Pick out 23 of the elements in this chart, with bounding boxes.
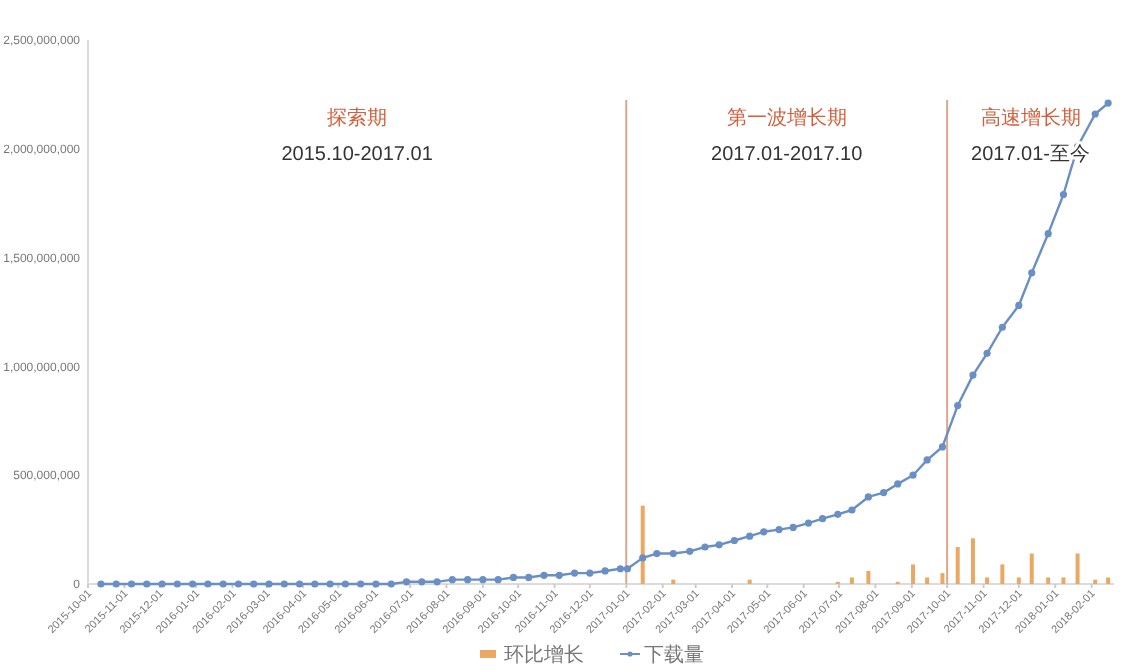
annotation: 2015.10-2017.01: [281, 144, 434, 166]
bar: [1106, 577, 1111, 584]
bar: [866, 570, 871, 584]
bar: [640, 505, 645, 584]
bar: [1000, 564, 1005, 584]
bar: [1046, 577, 1051, 584]
bar: [1016, 577, 1021, 584]
bar: [940, 573, 945, 584]
annotation: 第一波增长期: [726, 106, 847, 130]
legend-label: 下载量: [644, 643, 704, 667]
annotation: 高速增长期: [980, 106, 1081, 130]
bar: [911, 564, 916, 584]
annotation: 2017.01-2017.10: [711, 144, 864, 166]
legend-label: 环比增长: [504, 643, 584, 667]
bar: [970, 538, 975, 584]
bar: [1061, 577, 1066, 584]
bar: [1029, 553, 1034, 584]
bar: [1075, 553, 1080, 584]
bar: [955, 547, 960, 584]
bar: [985, 577, 990, 584]
bar: [849, 577, 854, 584]
annotation: 探索期: [327, 106, 388, 130]
bar: [925, 577, 930, 584]
